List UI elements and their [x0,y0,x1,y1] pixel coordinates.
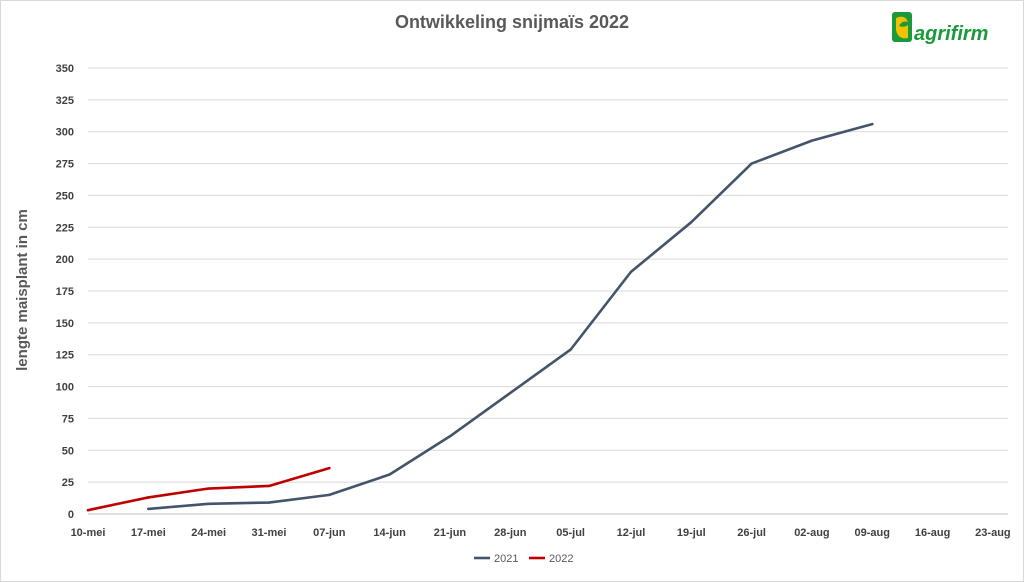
y-tick-label: 350 [56,63,74,75]
y-tick-label: 300 [56,127,74,139]
x-tick-label: 26-jul [737,527,766,539]
agrifirm-logo-mark [892,12,912,42]
x-tick-label: 21-jun [434,527,467,539]
y-tick-label: 25 [62,477,74,489]
y-tick-label: 75 [62,413,74,425]
x-tick-label: 02-aug [794,527,829,539]
data-point-2021 [207,502,210,506]
legend-label-2021: 2021 [494,553,518,565]
x-tick-label: 19-jul [677,527,706,539]
x-tick-label: 09-aug [855,527,890,539]
y-tick-label: 225 [56,222,74,234]
x-tick-label: 24-mei [191,527,226,539]
data-point-2021 [690,220,693,224]
x-tick-label: 28-jun [494,527,527,539]
legend: 2021 2022 [474,553,573,565]
data-point-2022 [207,487,210,490]
data-point-2021 [267,501,271,504]
series-line-2021 [147,122,874,511]
y-tick-label: 175 [56,286,74,298]
data-point-2021 [629,270,633,274]
data-point-2022 [267,484,271,488]
x-tick-label: 16-aug [915,527,950,539]
data-point-2021 [147,507,150,511]
x-tick-label: 10-mei [71,527,106,539]
x-tick-label: 12-jul [617,527,646,539]
y-tick-label: 275 [56,159,74,171]
x-tick-label: 17-mei [131,527,166,539]
x-tick-labels: 10-mei 17-mei 24-mei 31-mei 07-jun 14-jun 21-j… [71,527,1011,539]
gridlines [88,67,1008,515]
y-tick-label: 325 [56,95,74,107]
y-tick-labels: 0 25 50 75 100 125 150 175 200 225 250 275 300 325 350 [56,63,74,521]
y-tick-label: 100 [56,382,74,394]
y-tick-label: 125 [56,350,74,362]
y-tick-label: 250 [56,190,74,202]
legend-label-2022: 2022 [549,553,573,565]
y-tick-label: 150 [56,318,74,330]
x-tick-label: 14-jun [373,527,406,539]
data-point-2021 [388,473,391,476]
chart-title: Ontwikkeling snijmaïs 2022 [395,12,629,32]
x-tick-label: 07-jun [313,527,346,539]
x-tick-label: 05-jul [556,527,585,539]
y-tick-label: 50 [62,445,74,457]
x-tick-label: 23-aug [975,527,1010,539]
data-point-2021 [509,391,512,395]
data-point-2021 [871,122,874,126]
data-point-2022 [86,508,90,512]
y-tick-label: 0 [68,509,74,521]
y-tick-label: 200 [56,254,74,266]
data-point-2021 [810,139,814,142]
agrifirm-logo: agrifirm [892,12,988,45]
x-tick-label: 31-mei [252,527,287,539]
data-point-2022 [147,496,150,499]
data-point-2021 [328,493,331,497]
data-point-2022 [328,466,331,470]
agrifirm-logo-text: agrifirm [914,23,988,45]
data-point-2021 [448,435,452,438]
data-point-2021 [750,162,753,165]
data-point-2021 [569,348,572,351]
series-lines [86,122,874,512]
y-axis-label: lengte maisplant in cm [14,209,31,371]
